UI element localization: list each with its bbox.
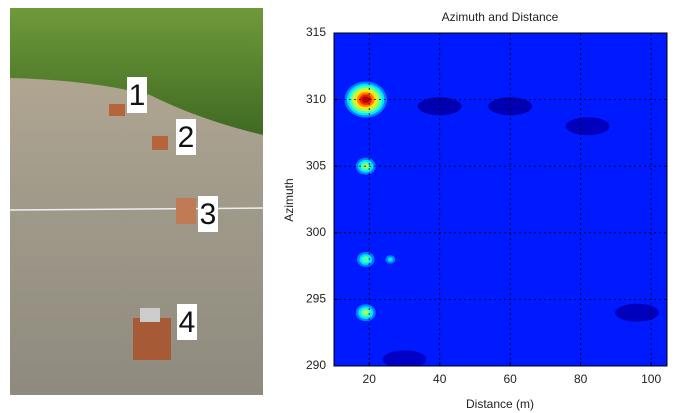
x-tick-label: 100 bbox=[641, 372, 661, 386]
y-tick-label: 295 bbox=[306, 292, 326, 306]
brick bbox=[133, 318, 171, 360]
photo-label: 1 bbox=[129, 79, 146, 112]
heatmap-body bbox=[334, 33, 667, 368]
low-patch bbox=[566, 117, 610, 135]
photo-label: 4 bbox=[179, 306, 196, 339]
photo-label: 3 bbox=[200, 198, 217, 231]
hotspot bbox=[357, 252, 375, 267]
photo-label: 2 bbox=[178, 121, 195, 154]
chart-title: Azimuth and Distance bbox=[442, 10, 559, 24]
contour bbox=[362, 256, 370, 262]
y-axis-label: Azimuth bbox=[282, 178, 296, 221]
y-tick-label: 290 bbox=[306, 358, 326, 372]
y-tick-label: 305 bbox=[306, 158, 326, 172]
heatmap bbox=[334, 33, 667, 368]
hotspot bbox=[615, 304, 659, 322]
x-axis-label: Distance (m) bbox=[466, 397, 534, 411]
contour bbox=[363, 311, 368, 315]
brick bbox=[176, 198, 196, 224]
device bbox=[140, 308, 160, 322]
x-tick-label: 20 bbox=[363, 372, 377, 386]
y-tick-label: 315 bbox=[306, 25, 326, 39]
hotspot bbox=[566, 117, 610, 135]
low-patch bbox=[615, 304, 659, 322]
hotspot bbox=[385, 255, 395, 264]
brick bbox=[152, 136, 168, 150]
x-tick-label: 40 bbox=[433, 372, 447, 386]
y-tick-label: 310 bbox=[306, 92, 326, 106]
x-tick-label: 80 bbox=[574, 372, 588, 386]
contour bbox=[388, 257, 393, 261]
figure: Azimuth and Distance Distance (m) Azimut… bbox=[0, 0, 677, 413]
y-tick-label: 300 bbox=[306, 225, 326, 239]
x-tick-label: 60 bbox=[504, 372, 518, 386]
photo bbox=[10, 8, 263, 395]
hotspot bbox=[356, 304, 376, 321]
brick bbox=[109, 104, 125, 116]
